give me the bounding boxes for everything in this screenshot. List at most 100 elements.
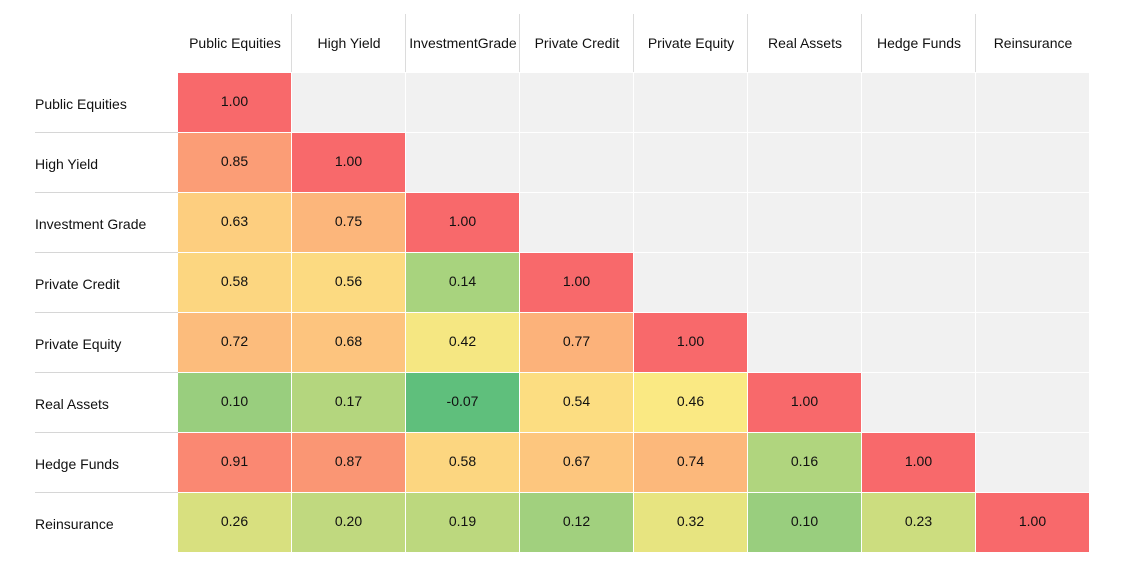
empty-cell [976, 373, 1089, 432]
empty-cell [748, 313, 861, 372]
heatmap-cell: 1.00 [292, 133, 405, 192]
empty-cell [976, 253, 1089, 312]
empty-cell [520, 73, 633, 132]
heatmap-cell: 0.42 [406, 313, 519, 372]
heatmap-cell: -0.07 [406, 373, 519, 432]
row-separator [35, 372, 178, 373]
heatmap-cell: 0.16 [748, 433, 861, 492]
empty-cell [862, 373, 975, 432]
row-header: High Yield [35, 156, 99, 172]
heatmap-cell: 0.14 [406, 253, 519, 312]
column-header-line: Private Equity [647, 35, 735, 51]
row-header: Private Credit [35, 276, 120, 292]
column-separator [861, 14, 862, 72]
row-header: Private Equity [35, 336, 122, 352]
heatmap-cell: 1.00 [634, 313, 747, 372]
heatmap-cell: 0.26 [178, 493, 291, 552]
column-header: Reinsurance [976, 14, 1090, 72]
row-separator [35, 432, 178, 433]
column-header: Investment Grade [406, 14, 520, 72]
row-header: Public Equities [35, 96, 127, 112]
heatmap-cell: 0.87 [292, 433, 405, 492]
heatmap-cell: 0.19 [406, 493, 519, 552]
column-separator [633, 14, 634, 72]
empty-cell [520, 133, 633, 192]
empty-cell [976, 73, 1089, 132]
row-header: Reinsurance [35, 516, 114, 532]
heatmap-cell: 0.54 [520, 373, 633, 432]
heatmap-cell: 0.77 [520, 313, 633, 372]
column-header: Public Equities [178, 14, 292, 72]
row-header: Real Assets [35, 396, 109, 412]
column-header: Real Assets [748, 14, 862, 72]
empty-cell [748, 133, 861, 192]
empty-cell [748, 73, 861, 132]
column-separator [405, 14, 406, 72]
heatmap-cell: 0.56 [292, 253, 405, 312]
heatmap-cell: 1.00 [748, 373, 861, 432]
heatmap-cell: 0.74 [634, 433, 747, 492]
empty-cell [634, 133, 747, 192]
heatmap-cell: 1.00 [862, 433, 975, 492]
heatmap-cell: 0.12 [520, 493, 633, 552]
heatmap-cell: 0.75 [292, 193, 405, 252]
empty-cell [748, 193, 861, 252]
column-header-line: Public Equities [189, 35, 281, 51]
heatmap-cell: 1.00 [520, 253, 633, 312]
heatmap-cell: 0.63 [178, 193, 291, 252]
empty-cell [748, 253, 861, 312]
empty-cell [976, 133, 1089, 192]
empty-cell [976, 433, 1089, 492]
heatmap-cell: 0.67 [520, 433, 633, 492]
heatmap-cell: 0.20 [292, 493, 405, 552]
heatmap-cell: 0.10 [748, 493, 861, 552]
heatmap-cell: 1.00 [178, 73, 291, 132]
row-header: Investment Grade [35, 216, 147, 232]
column-header-line: Reinsurance [993, 35, 1073, 51]
row-separator [35, 492, 178, 493]
heatmap-cell: 0.85 [178, 133, 291, 192]
empty-cell [520, 193, 633, 252]
heatmap-cell: 0.58 [406, 433, 519, 492]
heatmap-cell: 0.32 [634, 493, 747, 552]
row-separator [35, 132, 178, 133]
empty-cell [862, 133, 975, 192]
column-separator [747, 14, 748, 72]
row-separator [35, 252, 178, 253]
empty-cell [406, 73, 519, 132]
column-separator [975, 14, 976, 72]
heatmap-cell: 0.46 [634, 373, 747, 432]
empty-cell [862, 253, 975, 312]
heatmap-cell: 0.17 [292, 373, 405, 432]
empty-cell [862, 73, 975, 132]
heatmap-cell: 1.00 [976, 493, 1089, 552]
empty-cell [634, 253, 747, 312]
column-separator [519, 14, 520, 72]
heatmap-cell: 0.72 [178, 313, 291, 372]
column-header-line: Real Assets [768, 35, 842, 51]
row-separator [35, 312, 178, 313]
column-header-line: High Yield [317, 35, 381, 51]
heatmap-cell: 0.68 [292, 313, 405, 372]
heatmap-cell: 0.58 [178, 253, 291, 312]
column-header: Private Credit [520, 14, 634, 72]
column-header-line: Investment [409, 35, 478, 51]
column-header-line: Hedge Funds [876, 35, 962, 51]
heatmap-cell: 0.91 [178, 433, 291, 492]
empty-cell [976, 313, 1089, 372]
heatmap-cell: 0.10 [178, 373, 291, 432]
column-header: Hedge Funds [862, 14, 976, 72]
heatmap-cell: 0.23 [862, 493, 975, 552]
column-header-line: Private Credit [534, 35, 620, 51]
column-separator [291, 14, 292, 72]
column-header: High Yield [292, 14, 406, 72]
empty-cell [976, 193, 1089, 252]
row-header: Hedge Funds [35, 456, 120, 472]
column-header: Private Equity [634, 14, 748, 72]
empty-cell [406, 133, 519, 192]
empty-cell [862, 313, 975, 372]
empty-cell [634, 193, 747, 252]
empty-cell [634, 73, 747, 132]
column-header-line: Grade [477, 35, 517, 51]
